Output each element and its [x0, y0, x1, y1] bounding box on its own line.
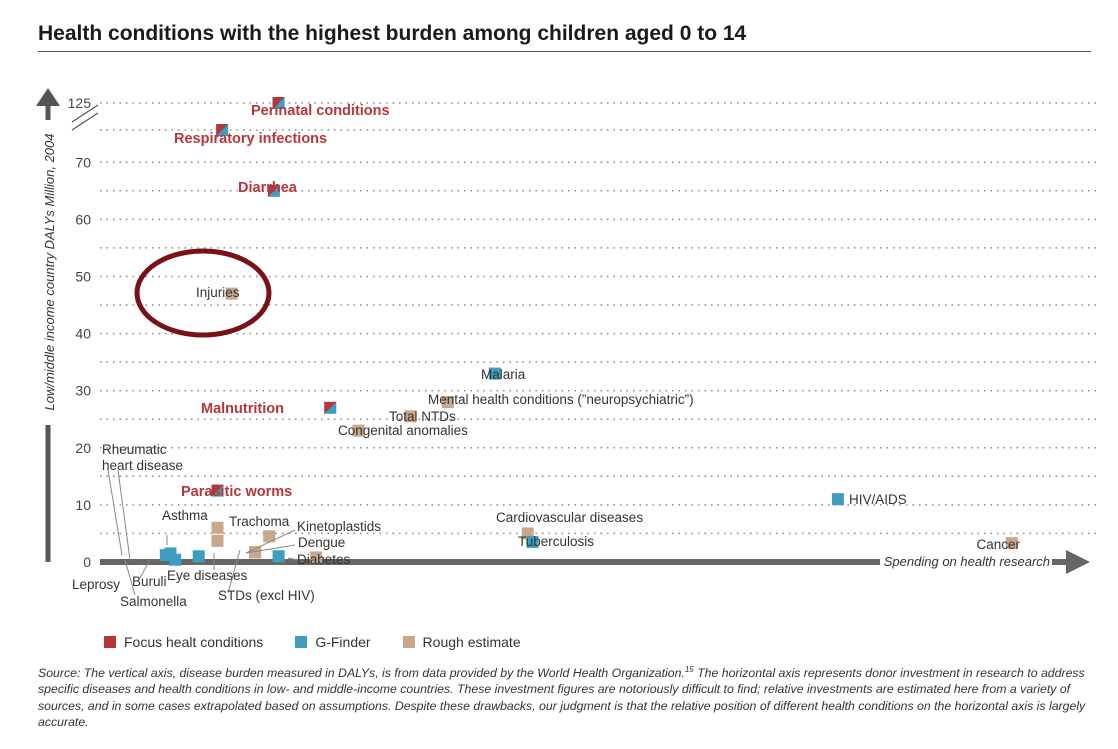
y-tick-label-60: 60 [75, 211, 91, 227]
legend-item-rough: Rough estimate [402, 634, 521, 650]
label-dengue: Dengue [298, 535, 345, 550]
injuries-highlight-circle [134, 248, 272, 338]
label-buruli: Buruli [132, 574, 167, 589]
legend-item-gfinder: G-Finder [295, 634, 371, 650]
label-kinetoplastids: Kinetoplastids [297, 519, 381, 534]
y-axis-arrow [36, 88, 60, 106]
y-tick-label-0: 0 [83, 554, 91, 570]
point-perinatal-conditions [272, 97, 285, 109]
y-tick-label-30: 30 [75, 383, 91, 399]
leader-line-0 [107, 469, 123, 556]
label-perinatal-conditions: Perinatal conditions [251, 103, 390, 119]
leader-line-3 [124, 559, 136, 596]
point-malaria [488, 367, 501, 380]
label-malnutrition: Malnutrition [201, 401, 284, 417]
point-malnutrition [324, 401, 337, 414]
y-tick-labels: 0 10 20 30 40 50 60 70 125 [68, 95, 92, 570]
leader-line-2 [139, 559, 151, 579]
point-cancer [1005, 537, 1018, 550]
label-cardiovascular-diseases: Cardiovascular diseases [496, 510, 643, 525]
label-respiratory-infections: Respiratory infections [174, 131, 327, 147]
title-divider [38, 51, 1091, 52]
point-diarrhea [267, 184, 280, 197]
point-total-ntds [404, 410, 417, 423]
label-injuries: Injuries [196, 285, 240, 300]
label-total-ntds: Total NTDs [389, 409, 456, 424]
point-kinetoplastids [272, 550, 285, 563]
source-text: Source: The vertical axis, disease burde… [38, 666, 685, 681]
label-parasitic-worms: Parasitic worms [181, 484, 292, 500]
label-diabetes: Diabetes [297, 552, 351, 567]
data-points [159, 97, 1018, 566]
label-mental-health-conditions-neuropsychiatric: Mental health conditions (”neuropsychiat… [428, 392, 694, 407]
label-congenital-anomalies: Congenital anomalies [338, 423, 468, 438]
label-cancer: Cancer [976, 537, 1020, 552]
point-injuries [225, 287, 238, 300]
label-salmonella: Salmonella [120, 594, 187, 609]
label-rheumatic: Rheumatic [102, 442, 167, 457]
point-parasitic-worms [211, 484, 224, 497]
leader-lines [107, 469, 299, 596]
legend-label-focus: Focus healt conditions [124, 634, 264, 650]
x-axis-arrow [1066, 550, 1090, 574]
legend-swatch-focus [104, 636, 116, 648]
grid-lines [100, 102, 1098, 535]
point-congenital-anomalies [352, 424, 365, 437]
data-labels: Perinatal conditions Respiratory infectio… [72, 103, 1020, 609]
x-axis-label: Spending on health research [884, 554, 1050, 569]
label-stds-excl-hiv: STDs (excl HIV) [218, 588, 315, 603]
point-buruli [192, 550, 205, 563]
leader-line-1 [117, 469, 131, 561]
point-stds-excl-hiv [249, 546, 262, 559]
chart-title: Health conditions with the highest burde… [38, 22, 747, 45]
label-diarrhea: Diarrhea [238, 180, 298, 196]
label-trachoma: Trachoma [229, 514, 290, 529]
point-trachoma [263, 530, 276, 543]
y-tick-label-50: 50 [75, 269, 91, 285]
axis-break-mark-1 [71, 104, 99, 123]
source-note: Source: The vertical axis, disease burde… [38, 662, 1091, 730]
y-tick-label-40: 40 [75, 326, 91, 342]
legend-item-focus: Focus healt conditions [104, 634, 263, 650]
point-hiv-aids [831, 493, 844, 506]
legend-label-rough: Rough estimate [422, 634, 521, 650]
point-respiratory-infections [216, 124, 229, 136]
label-hiv-aids: HIV/AIDS [849, 492, 907, 507]
label-tuberculosis: Tuberculosis [518, 534, 594, 549]
source-text-2: The horizontal axis represents donor inv… [38, 666, 1086, 729]
label-leprosy: Leprosy [72, 577, 120, 592]
point-mental-health-conditions-neuropsychiatric [441, 396, 454, 409]
label-heart-disease: heart disease [102, 458, 183, 473]
label-eye-diseases: Eye diseases [167, 568, 248, 583]
axis-break-mark-2 [71, 112, 99, 131]
y-tick-label-20: 20 [75, 440, 91, 456]
point-tuberculosis [526, 536, 539, 549]
y-axis-label: Low/middle income country DALYs Million,… [42, 134, 57, 411]
label-asthma: Asthma [162, 508, 208, 523]
point-leprosy [159, 549, 172, 562]
y-tick-label-10: 10 [75, 497, 91, 513]
axes: Spending on health research Low/middle in… [36, 88, 1090, 574]
label-malaria: Malaria [481, 367, 526, 382]
point-asthma-rough-estimate-lower [211, 534, 224, 547]
point-asthma [211, 521, 224, 534]
scatter-chart: Spending on health research Low/middle in… [36, 88, 1098, 609]
leader-line-6 [227, 549, 241, 594]
legend: Focus healt conditions G-Finder Rough es… [104, 634, 521, 650]
y-tick-label-125: 125 [68, 95, 92, 111]
leader-line-7 [245, 529, 296, 554]
point-diabetes [310, 551, 323, 564]
source-footnote: 15 [684, 665, 694, 674]
point-salmonella [169, 553, 182, 566]
y-tick-label-70: 70 [75, 154, 91, 170]
legend-swatch-gfinder [295, 636, 308, 648]
legend-label-gfinder: G-Finder [315, 634, 371, 650]
legend-swatch-rough [402, 636, 415, 648]
leader-line-9 [287, 557, 299, 561]
leader-line-8 [245, 544, 296, 554]
